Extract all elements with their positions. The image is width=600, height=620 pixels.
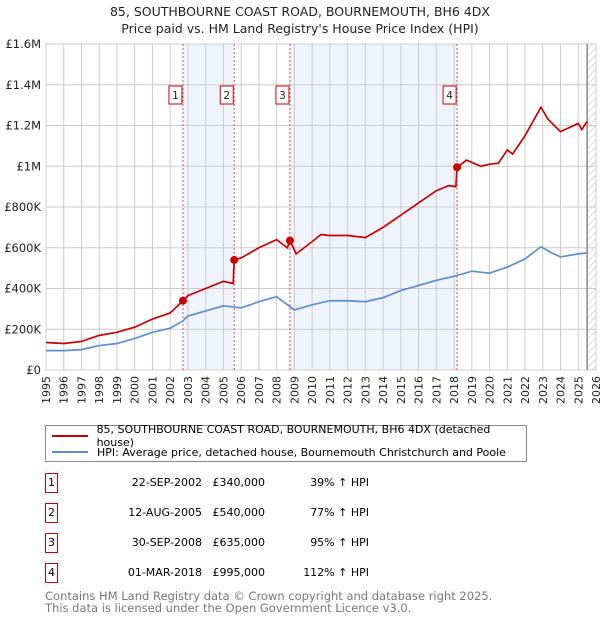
sale-point	[178, 296, 187, 305]
sale-price: £635,000	[212, 536, 266, 549]
series-line	[46, 245, 588, 352]
x-tick-label: 2017	[430, 376, 443, 404]
x-tick-label: 2023	[537, 376, 550, 404]
x-tick-label: 2016	[413, 376, 426, 404]
sale-hpi-change: 39% ↑ HPI	[310, 476, 369, 489]
sale-label: 2	[223, 90, 230, 102]
sale-price: £540,000	[212, 506, 266, 519]
y-tick-label: £1.2M	[5, 119, 41, 133]
x-tick-label: 2014	[377, 376, 390, 404]
legend-label: 85, SOUTHBOURNE COAST ROAD, BOURNEMOUTH,…	[96, 423, 491, 449]
footer: Contains HM Land Registry data © Crown c…	[45, 590, 492, 614]
legend-label: HPI: Average price, detached house, Bour…	[97, 445, 506, 459]
legend-swatch-blue	[52, 451, 88, 453]
footer-licence: This data is licensed under the Open Gov…	[45, 601, 412, 615]
x-tick-label: 2006	[235, 376, 248, 404]
sale-number: 2	[45, 503, 58, 523]
y-tick-label: £0	[26, 363, 41, 377]
x-tick-label: 2025	[572, 376, 585, 404]
x-tick-label: 2002	[164, 376, 177, 404]
sale-label-box	[168, 85, 183, 105]
legend-swatch-red	[52, 435, 88, 437]
y-tick-label: £200K	[4, 322, 41, 336]
x-tick-label: 1997	[75, 376, 88, 404]
chart-title: 85, SOUTHBOURNE COAST ROAD, BOURNEMOUTH,…	[109, 4, 490, 19]
sale-label-box	[219, 85, 234, 105]
x-tick-label: 2004	[200, 376, 213, 404]
sale-point	[453, 163, 462, 172]
sale-label: 3	[279, 90, 286, 102]
sale-label-box	[442, 85, 457, 105]
legend-item-property: 85, SOUTHBOURNE COAST ROAD, BOURNEMOUTH,…	[52, 423, 526, 449]
x-tick-label: 2001	[146, 376, 159, 404]
y-tick-label: £1M	[16, 159, 41, 173]
sale-date: 22-SEP-2002	[131, 476, 202, 489]
sale-hpi-change: 95% ↑ HPI	[310, 536, 369, 549]
x-tick-label: 1999	[111, 376, 124, 404]
series-line	[45, 105, 588, 345]
x-tick-label: 2013	[359, 376, 372, 404]
sale-date: 12-AUG-2005	[128, 506, 202, 519]
price-chart: 1995 1996 1997 1998 1999 2000 2001 2002 2003 2004…	[4, 37, 600, 404]
x-tick-label: 2024	[555, 376, 568, 404]
x-tick-label: 2021	[501, 376, 514, 404]
legend-item-hpi: HPI: Average price, detached house, Bour…	[52, 444, 506, 460]
y-tick-label: £600K	[4, 241, 41, 255]
sale-number: 1	[45, 473, 58, 493]
sale-label: 4	[446, 90, 453, 102]
y-tick-label: £1.6M	[5, 37, 41, 51]
x-tick-label: 1995	[40, 376, 53, 404]
sale-number: 3	[45, 533, 58, 553]
x-tick-label: 2003	[182, 376, 195, 404]
y-tick-label: £400K	[4, 282, 41, 296]
x-tick-label: 2000	[129, 376, 142, 404]
legend: 85, SOUTHBOURNE COAST ROAD, BOURNEMOUTH,…	[45, 423, 527, 462]
x-tick-label: 2018	[448, 376, 461, 404]
sale-label-box	[275, 85, 290, 105]
x-tick-label: 2011	[324, 376, 337, 404]
x-tick-label: 1996	[58, 376, 71, 404]
sale-price: £340,000	[212, 476, 266, 489]
x-tick-label: 2005	[217, 376, 230, 404]
sale-point	[230, 255, 239, 264]
x-tick-label: 2026	[590, 376, 600, 404]
x-tick-label: 2022	[519, 376, 532, 404]
footer-copyright: Contains HM Land Registry data © Crown c…	[45, 589, 493, 603]
sale-date: 30-SEP-2008	[131, 536, 202, 549]
sale-label: 1	[172, 90, 179, 102]
y-tick-label: £1.4M	[5, 78, 41, 92]
sale-date: 01-MAR-2018	[127, 566, 202, 579]
x-tick-label: 2008	[271, 376, 284, 404]
chart-subtitle: Price paid vs. HM Land Registry's House …	[121, 21, 479, 36]
sale-hpi-change: 77% ↑ HPI	[310, 506, 369, 519]
sale-number: 4	[45, 563, 58, 583]
x-tick-label: 2015	[395, 376, 408, 404]
x-tick-label: 2020	[484, 376, 497, 404]
y-tick-label: £800K	[4, 200, 41, 214]
x-tick-label: 2019	[466, 376, 479, 404]
sale-price: £995,000	[212, 566, 266, 579]
sale-hpi-change: 112% ↑ HPI	[303, 566, 369, 579]
x-tick-label: 2012	[342, 376, 355, 404]
x-tick-label: 1998	[93, 376, 106, 404]
x-tick-label: 2009	[288, 376, 301, 404]
x-tick-label: 2010	[306, 376, 319, 404]
sale-point	[285, 236, 294, 245]
x-tick-label: 2007	[253, 376, 266, 404]
